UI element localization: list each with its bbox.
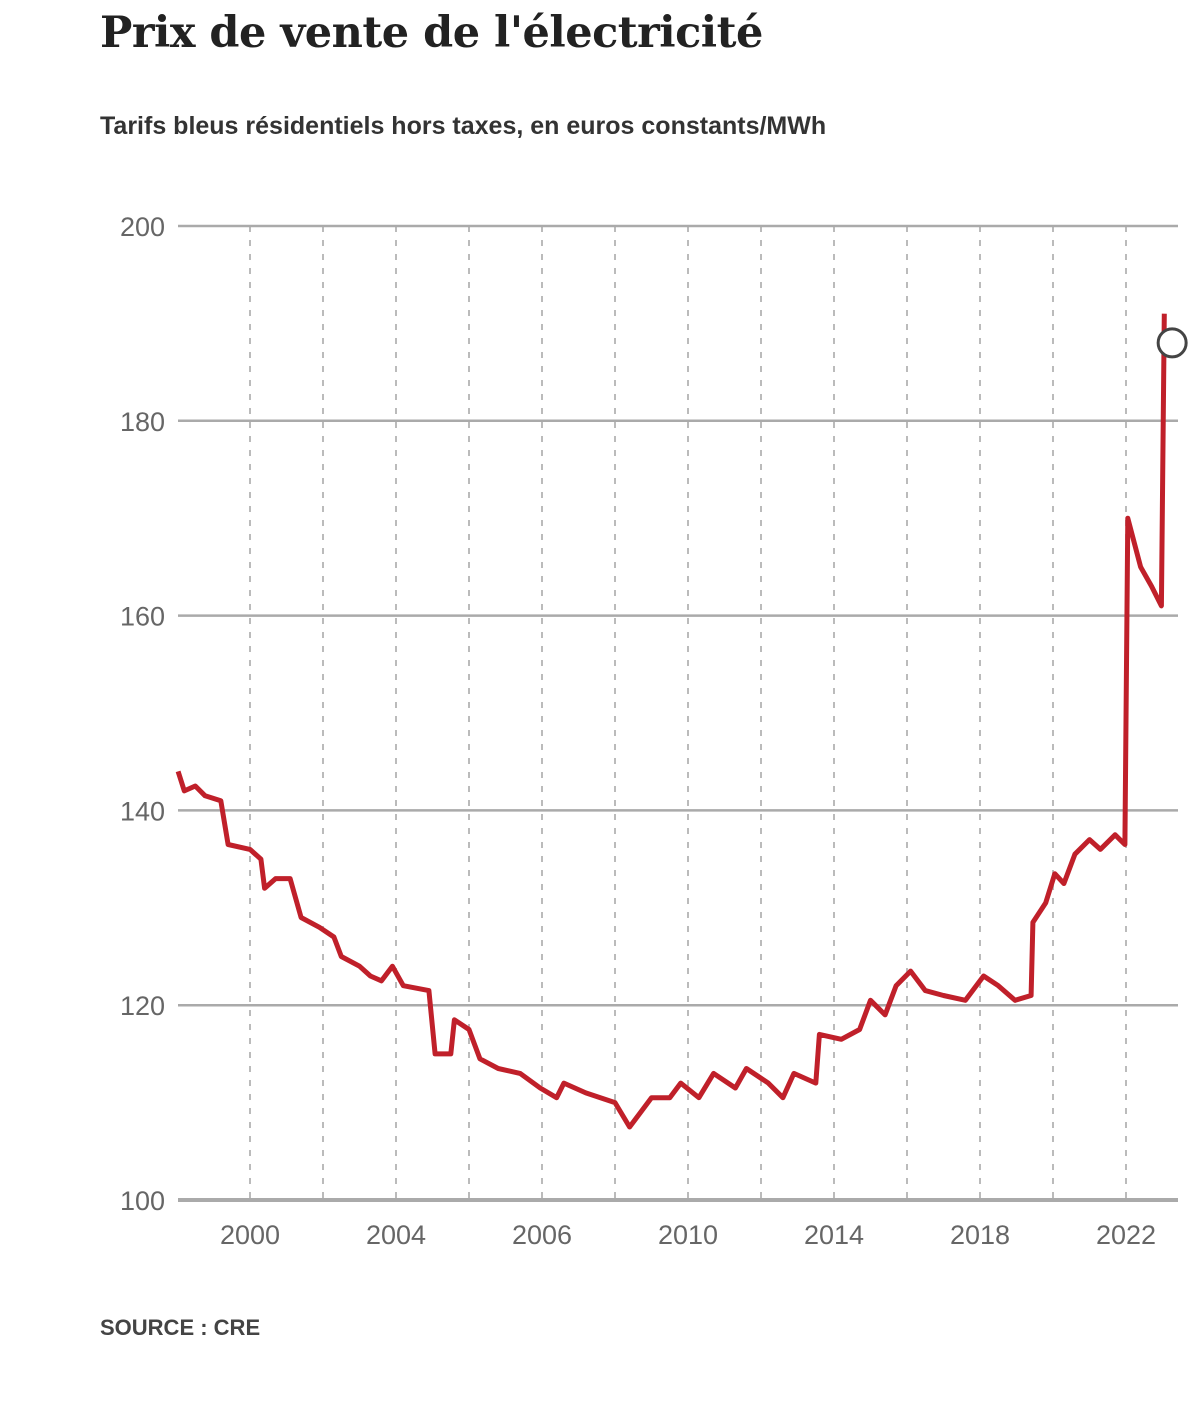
chart-title: Prix de vente de l'électricité [100,8,763,58]
y-tick-label: 120 [120,991,165,1021]
x-tick-label: 2000 [220,1220,280,1250]
y-tick-label: 100 [120,1186,165,1216]
y-tick-label: 160 [120,602,165,632]
x-tick-label: 2010 [658,1220,718,1250]
x-tick-label: 2014 [804,1220,864,1250]
y-tick-label: 200 [120,212,165,242]
y-tick-label: 140 [120,796,165,826]
x-tick-label: 2006 [512,1220,572,1250]
x-tick-label: 2022 [1096,1220,1156,1250]
y-tick-label: 180 [120,407,165,437]
x-tick-label: 2018 [950,1220,1010,1250]
price-series-line [175,313,1167,1130]
source-note: SOURCE : CRE [100,1315,261,1340]
chart-subtitle: Tarifs bleus résidentiels hors taxes, en… [100,112,827,140]
latest-value-marker [1156,327,1188,359]
x-tick-label: 2004 [366,1220,426,1250]
